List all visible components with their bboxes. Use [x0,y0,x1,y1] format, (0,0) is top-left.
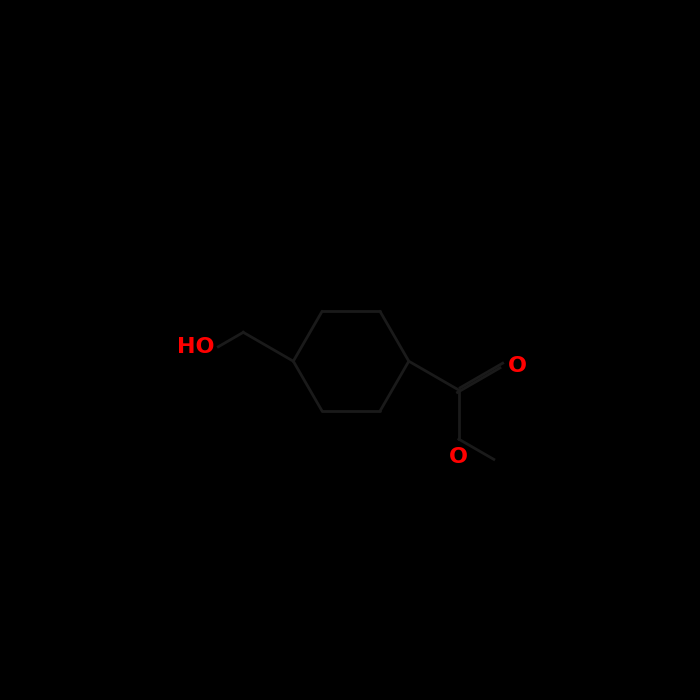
Text: O: O [508,356,526,375]
Text: O: O [449,447,468,467]
Text: HO: HO [177,337,214,357]
